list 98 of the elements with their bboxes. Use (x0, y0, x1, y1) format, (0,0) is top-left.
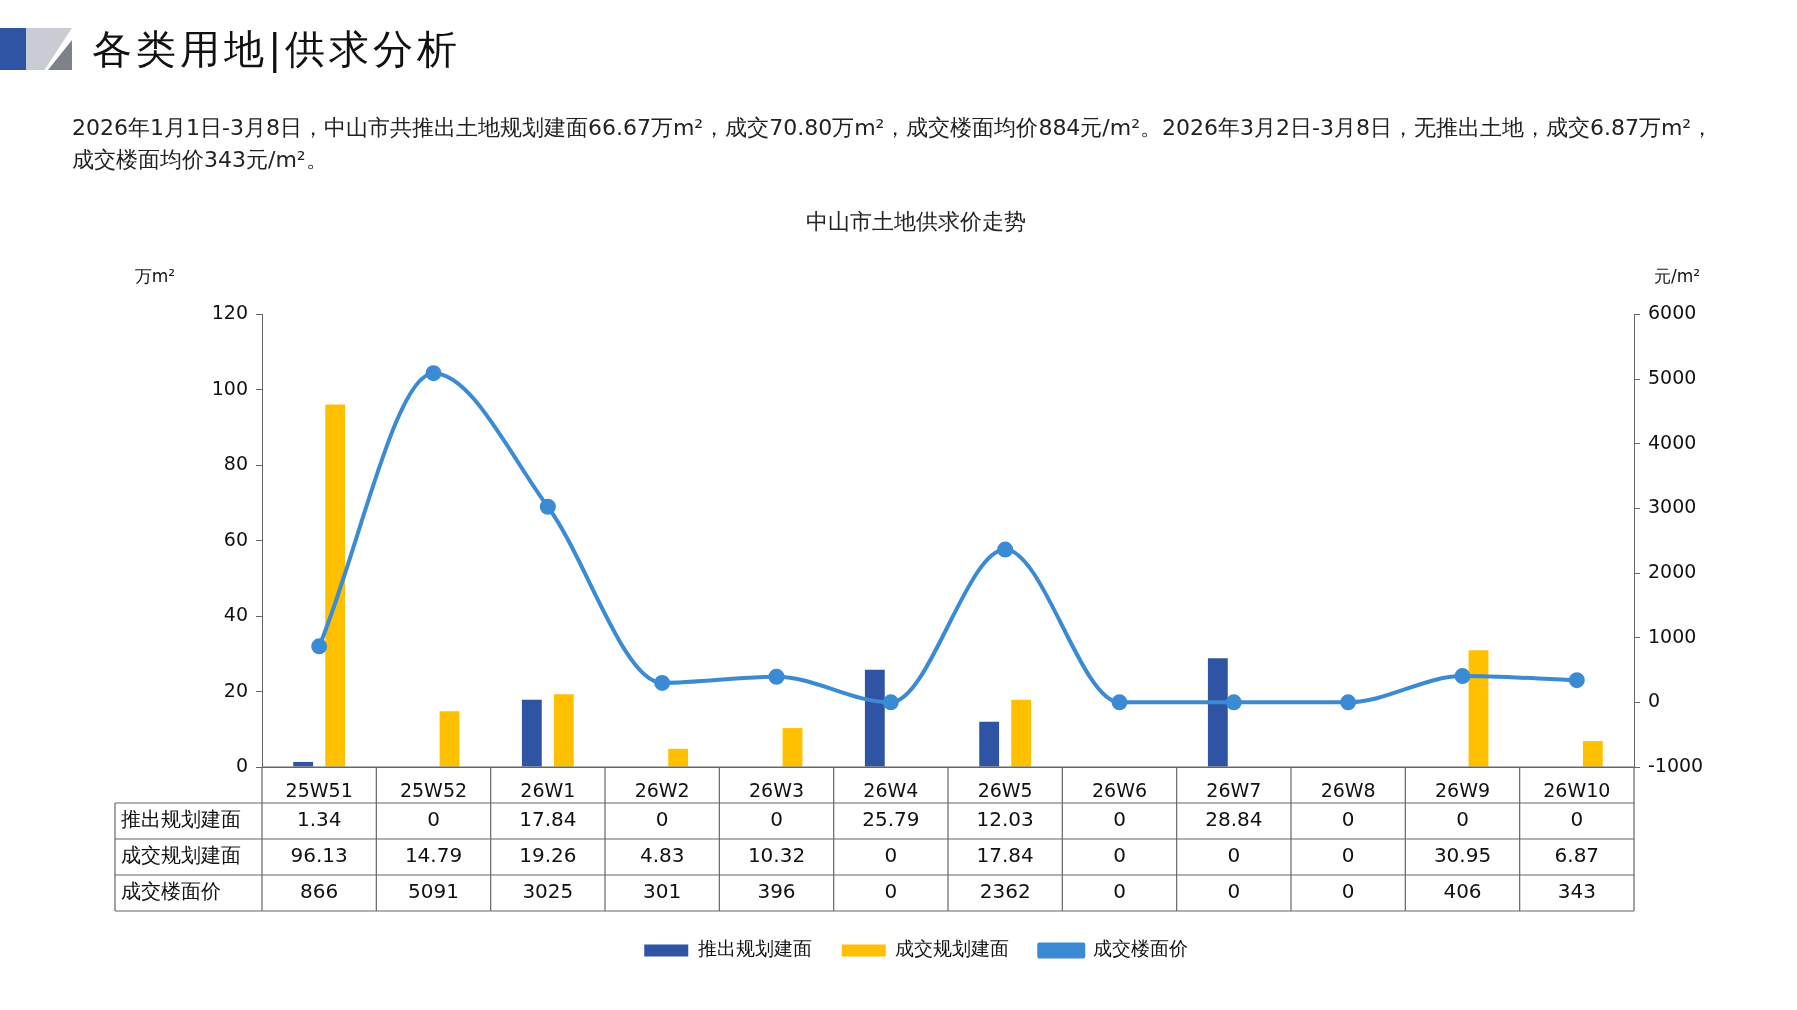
y-tick-label: 0 (235, 753, 248, 776)
point (1568, 672, 1585, 689)
data-label: 3025 (522, 879, 574, 904)
data-label: 0 (1341, 807, 1355, 832)
y-tick-label: 20 (223, 678, 248, 701)
bar (553, 694, 574, 767)
x-tick-label: 26W7 (1206, 779, 1262, 802)
text: 成交楼面价 (121, 879, 221, 904)
data-label: 5091 (408, 879, 459, 904)
text: 成交规划建面 (121, 843, 241, 868)
data-label: 0 (1570, 807, 1584, 832)
legend-label: 推出规划建面 (697, 937, 812, 960)
y2-tick-label: 0 (1648, 689, 1661, 712)
y-tick-label: 80 (223, 452, 248, 475)
point (1225, 694, 1242, 711)
x-tick-label: 26W5 (977, 779, 1033, 802)
x-tick-label: 25W52 (399, 779, 468, 802)
legend-label: 成交楼面价 (1092, 937, 1188, 960)
y2-tick-label: 3000 (1648, 495, 1697, 518)
y-tick-label: 100 (211, 376, 248, 399)
data-label: 28.84 (1205, 807, 1263, 832)
y2-tick-label: -1000 (1648, 753, 1704, 776)
bar (439, 711, 460, 767)
y2-tick-label: 4000 (1648, 430, 1697, 453)
x-tick-label: 26W2 (634, 779, 690, 802)
y2-tick-label: 1000 (1648, 624, 1697, 647)
bar (1582, 741, 1603, 767)
data-label: 0 (770, 807, 783, 832)
text: 推出规划建面 (121, 807, 241, 832)
x-tick-label: 26W4 (863, 779, 919, 802)
data-label: 10.32 (747, 843, 806, 868)
text: 各类用地|供求分析 (92, 25, 462, 75)
y-axis-title: 万m² (134, 266, 176, 287)
data-label: 4.83 (639, 843, 685, 868)
y2-tick-label: 2000 (1648, 559, 1697, 582)
data-label: 406 (1443, 879, 1482, 904)
point (1111, 694, 1128, 711)
bar (521, 699, 542, 767)
data-label: 866 (300, 879, 339, 904)
bar (668, 748, 689, 767)
x-tick-label: 26W1 (520, 779, 576, 802)
x-tick-label: 26W3 (748, 779, 805, 802)
point (768, 668, 785, 685)
bar (1207, 658, 1228, 767)
point (539, 498, 556, 515)
data-label: 0 (1113, 879, 1126, 904)
x-tick-label: 26W10 (1543, 779, 1611, 802)
x-tick-label: 26W8 (1320, 779, 1376, 802)
data-label: 25.79 (862, 807, 920, 832)
point (654, 674, 671, 691)
bar (1468, 650, 1489, 767)
data-label: 6.87 (1554, 843, 1600, 868)
data-label: 0 (427, 807, 440, 832)
bar (979, 721, 1000, 767)
y-tick-label: 120 (211, 301, 248, 324)
data-label: 0 (1227, 843, 1241, 868)
x-tick-label: 26W9 (1434, 779, 1491, 802)
x-tick-label: 26W6 (1091, 779, 1148, 802)
data-label: 14.79 (404, 843, 463, 868)
x-tick-label: 25W51 (285, 779, 353, 802)
y-tick-label: 40 (223, 603, 248, 626)
y2-tick-label: 6000 (1648, 301, 1697, 324)
y-tick-label: 60 (223, 527, 248, 550)
legend-label: 成交规划建面 (895, 937, 1010, 960)
data-label: 0 (1227, 879, 1241, 904)
bar (325, 404, 346, 767)
point (1454, 668, 1471, 685)
data-label: 17.84 (976, 843, 1034, 868)
point (997, 541, 1014, 558)
data-label: 301 (643, 879, 682, 904)
y2-axis-title: 元/m² (1653, 266, 1701, 287)
data-label: 12.03 (976, 807, 1034, 832)
data-label: 30.95 (1433, 843, 1492, 868)
data-label: 343 (1557, 879, 1596, 904)
bar (782, 728, 803, 767)
data-label: 1.34 (296, 807, 342, 832)
data-label: 96.13 (290, 843, 348, 868)
data-label: 0 (1113, 843, 1126, 868)
bar (1011, 699, 1032, 767)
data-label: 0 (884, 843, 898, 868)
data-label: 0 (1113, 807, 1126, 832)
point (1340, 694, 1357, 711)
data-label: 0 (1341, 879, 1355, 904)
data-label: 0 (884, 879, 898, 904)
point (882, 694, 899, 711)
data-label: 396 (757, 879, 796, 904)
data-label: 0 (1341, 843, 1355, 868)
bar (864, 669, 885, 767)
data-label: 0 (655, 807, 669, 832)
data-label: 2362 (979, 879, 1031, 904)
point (311, 638, 328, 655)
chart-title: 中山市土地供求价走势 (806, 208, 1026, 234)
data-label: 19.26 (519, 843, 577, 868)
data-label: 17.84 (519, 807, 577, 832)
y2-tick-label: 5000 (1648, 365, 1697, 388)
point (425, 365, 442, 382)
data-label: 0 (1456, 807, 1469, 832)
text: 2026年1月1日-3月8日，中山市共推出土地规划建面66.67万m²，成交70.80万m²，成交楼面均价884元/m²。2026年3月2日-3月8日，无推出土地，成交6.87万m²，成交楼面均价343元/m²。 (72, 114, 1715, 174)
